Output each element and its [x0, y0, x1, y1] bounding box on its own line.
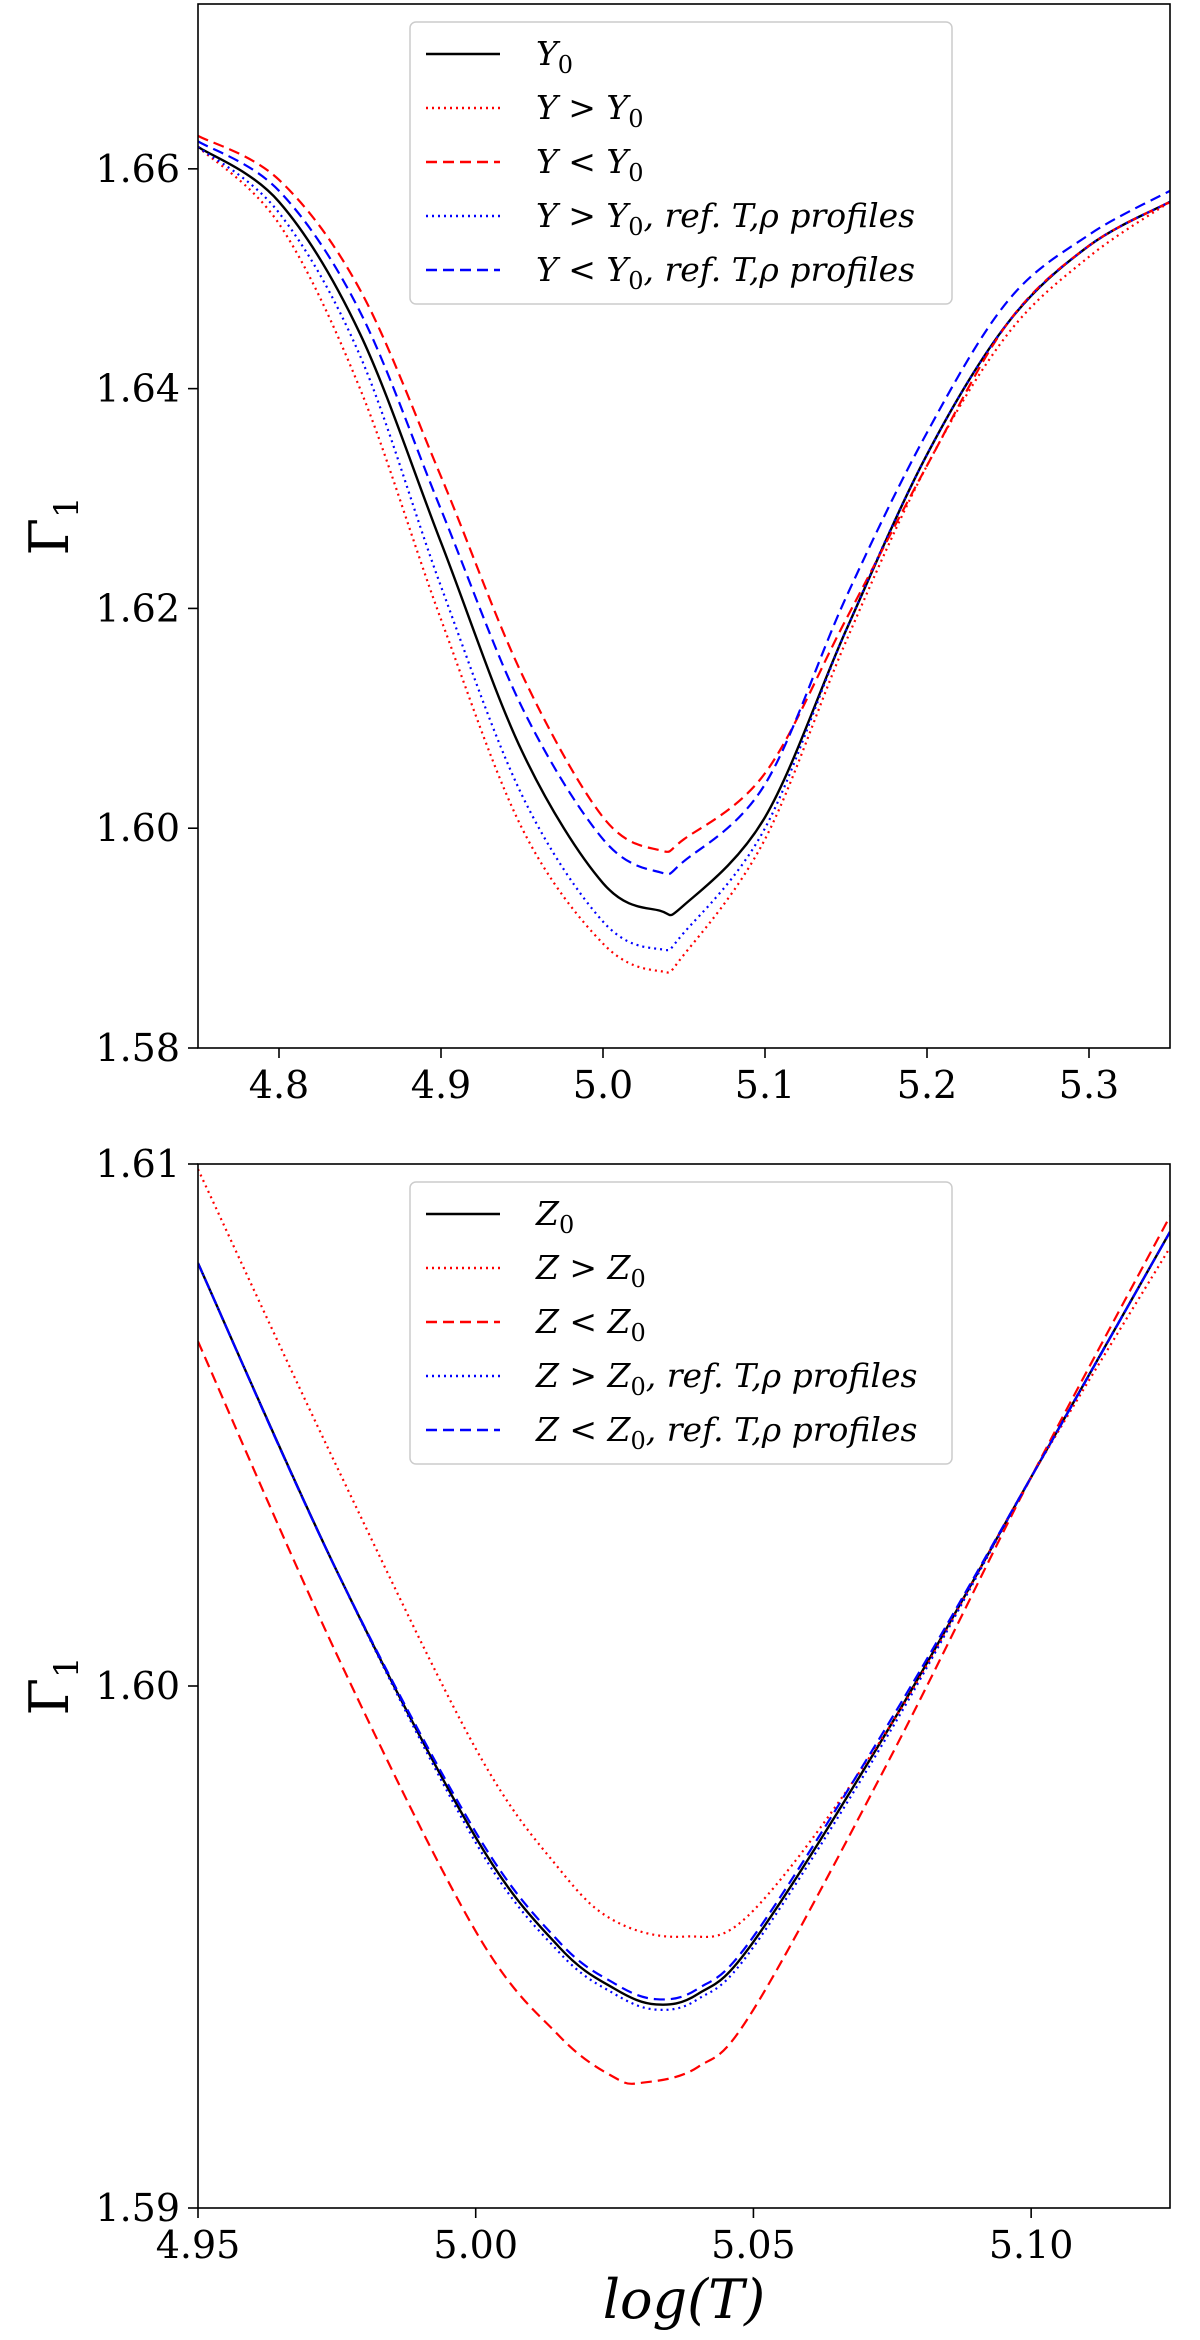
- legend: Z0​ Z > Z0​ Z < Z0​ Z > Z0​, ref. T,ρ profi…: [409, 1181, 953, 1465]
- legend-label: Z < Z0​: [535, 1302, 646, 1347]
- legend-box: [409, 1181, 953, 1465]
- legend-label: Z > Z0​, ref. T,ρ profiles: [535, 1356, 917, 1401]
- legend-box: [409, 21, 953, 305]
- legend: Y0​ Y > Y0​ Y < Y0​ Y > Y0​, ref. T,ρ profi…: [409, 21, 953, 305]
- legend-label: Z < Z0​, ref. T,ρ profiles: [535, 1410, 917, 1455]
- series-line-1: [198, 146, 1170, 974]
- x-tick-label: 5.0: [573, 1063, 633, 1107]
- series-line-2: [198, 134, 1170, 853]
- x-tick-label: 5.2: [897, 1063, 957, 1107]
- series-line-3: [198, 146, 1170, 952]
- legend-label: Y < Y0​: [536, 142, 643, 187]
- legend-label: Y0​: [536, 34, 573, 79]
- plot-area: [198, 1168, 1170, 2085]
- y-tick-label: 1.62: [95, 586, 180, 630]
- series-line-0: [198, 145, 1170, 917]
- series-line-4: [198, 140, 1170, 876]
- x-tick-label: 4.95: [156, 2223, 241, 2267]
- legend-label: Z > Z0​: [535, 1248, 646, 1293]
- x-tick-label: 5.1: [735, 1063, 795, 1107]
- legend-label: Y > Y0​, ref. T,ρ profiles: [536, 196, 915, 241]
- x-tick-label: 5.10: [989, 2223, 1074, 2267]
- series-line-4: [198, 1231, 1170, 2001]
- top-panel: 4.8 4.9 5.0 5.1 5.2 5.3 1.58 1.60 1.62 1.64 1.66 Γ1…: [18, 3, 1171, 1107]
- plot-area: [198, 134, 1170, 974]
- y-tick-label: 1.64: [95, 367, 180, 411]
- legend-label: Z0​: [535, 1194, 574, 1239]
- x-tick-label: 4.8: [249, 1063, 309, 1107]
- x-axis-label: log(T): [603, 2268, 766, 2331]
- y-tick-label: 1.59: [95, 2186, 180, 2230]
- x-tick-label: 5.05: [711, 2223, 796, 2267]
- y-axis-label: Γ1: [18, 496, 87, 555]
- x-tick-label: 4.9: [411, 1063, 471, 1107]
- y-axis-label: Γ1: [18, 1656, 87, 1715]
- series-line-2: [198, 1215, 1170, 2085]
- legend-label: Y > Y0​: [536, 88, 643, 133]
- y-tick-label: 1.58: [95, 1026, 180, 1070]
- bottom-panel: 4.955.005.055.101.591.601.61Γ1log(T)Z0​Z…: [18, 1142, 1171, 2331]
- y-tick-label: 1.61: [95, 1142, 180, 1186]
- x-tick-label: 5.00: [433, 2223, 518, 2267]
- plot-frame: [197, 3, 1171, 1049]
- y-tick-label: 1.66: [95, 147, 180, 191]
- x-tick-label: 5.3: [1059, 1063, 1119, 1107]
- y-tick-label: 1.60: [95, 1664, 180, 1708]
- legend-label: Y < Y0​, ref. T,ρ profiles: [536, 250, 915, 295]
- y-tick-label: 1.60: [95, 806, 180, 850]
